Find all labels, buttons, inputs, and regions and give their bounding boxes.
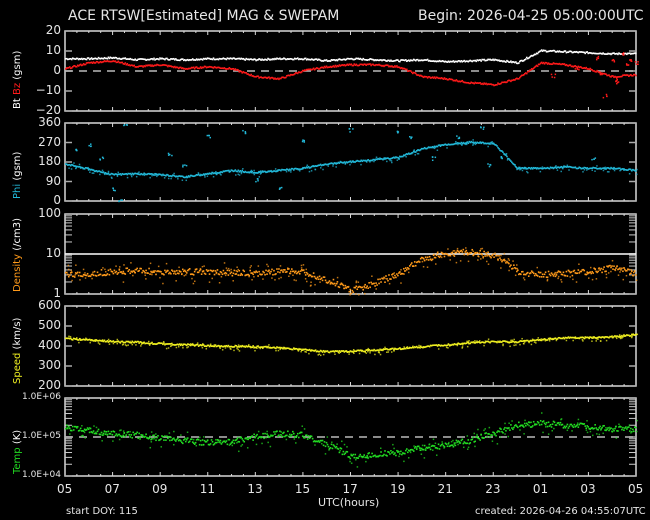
x-tick-label: 07 bbox=[104, 482, 120, 496]
y-tick-label: 600 bbox=[38, 298, 61, 312]
y-tick-label: −20 bbox=[35, 103, 61, 117]
panel-density bbox=[64, 213, 638, 296]
y-tick-label: 400 bbox=[38, 338, 61, 352]
panel-temperature bbox=[64, 397, 638, 477]
x-tick-label: 09 bbox=[152, 482, 168, 496]
x-tick-label: 17 bbox=[342, 482, 358, 496]
y-tick-label: 180 bbox=[38, 154, 61, 168]
y-tick-label: −10 bbox=[35, 83, 61, 97]
x-tick-label: 01 bbox=[532, 482, 549, 496]
y-tick-label: 1.0E+06 bbox=[22, 392, 61, 402]
y-tick-label: 90 bbox=[45, 173, 61, 188]
panel-phi bbox=[64, 122, 638, 203]
y-axis-title-phi: Phi (gsm) bbox=[12, 151, 23, 199]
created-time: created: 2026-04-26 04:55:07UTC bbox=[475, 506, 646, 517]
x-tick-label: 15 bbox=[294, 482, 311, 496]
panels-group bbox=[64, 30, 639, 477]
x-tick-label: 13 bbox=[247, 482, 263, 496]
x-tick-label: 21 bbox=[437, 482, 453, 496]
x-tick-label: 03 bbox=[580, 482, 596, 496]
y-tick-label: 20 bbox=[45, 23, 61, 37]
y-tick-label: 200 bbox=[38, 378, 61, 392]
x-tick-label: 05 bbox=[57, 482, 73, 496]
y-tick-label: 1.0E+04 bbox=[22, 470, 61, 480]
y-tick-label: 300 bbox=[38, 358, 61, 372]
y-tick-label: 1 bbox=[53, 286, 61, 300]
y-axis-title-mag-bt-bz: Bt Bz (gsm) bbox=[12, 50, 23, 109]
chart-title: ACE RTSW[Estimated] MAG & SWEPAM bbox=[68, 8, 340, 24]
y-tick-label: 0 bbox=[53, 63, 61, 77]
begin-time: Begin: 2026-04-25 05:00:00UTC bbox=[418, 8, 644, 24]
y-axis-title-density: Density (/cm3) bbox=[12, 218, 23, 292]
x-tick-label: 05 bbox=[628, 482, 644, 496]
y-tick-label: 360 bbox=[38, 115, 61, 129]
y-tick-label: 10 bbox=[45, 43, 61, 57]
panel-mag-bt-bz bbox=[64, 30, 639, 112]
y-axis-title-temperature: Temp (K) bbox=[12, 429, 23, 474]
x-tick-label: 23 bbox=[485, 482, 501, 496]
y-tick-label: 1.0E+05 bbox=[22, 431, 61, 441]
start-doy: start DOY: 115 bbox=[66, 506, 138, 517]
y-tick-label: 500 bbox=[38, 318, 61, 332]
y-tick-label: 100 bbox=[38, 206, 61, 220]
y-tick-label: 0 bbox=[53, 193, 61, 207]
x-tick-label: 19 bbox=[390, 482, 406, 496]
x-tick-label: 11 bbox=[199, 482, 216, 496]
y-tick-label: 10 bbox=[45, 246, 61, 260]
y-axis-title-speed: Speed (km/s) bbox=[12, 317, 23, 384]
panel-speed bbox=[64, 305, 639, 387]
x-axis-label: UTC(hours) bbox=[318, 496, 380, 509]
y-tick-label: 270 bbox=[38, 134, 61, 149]
